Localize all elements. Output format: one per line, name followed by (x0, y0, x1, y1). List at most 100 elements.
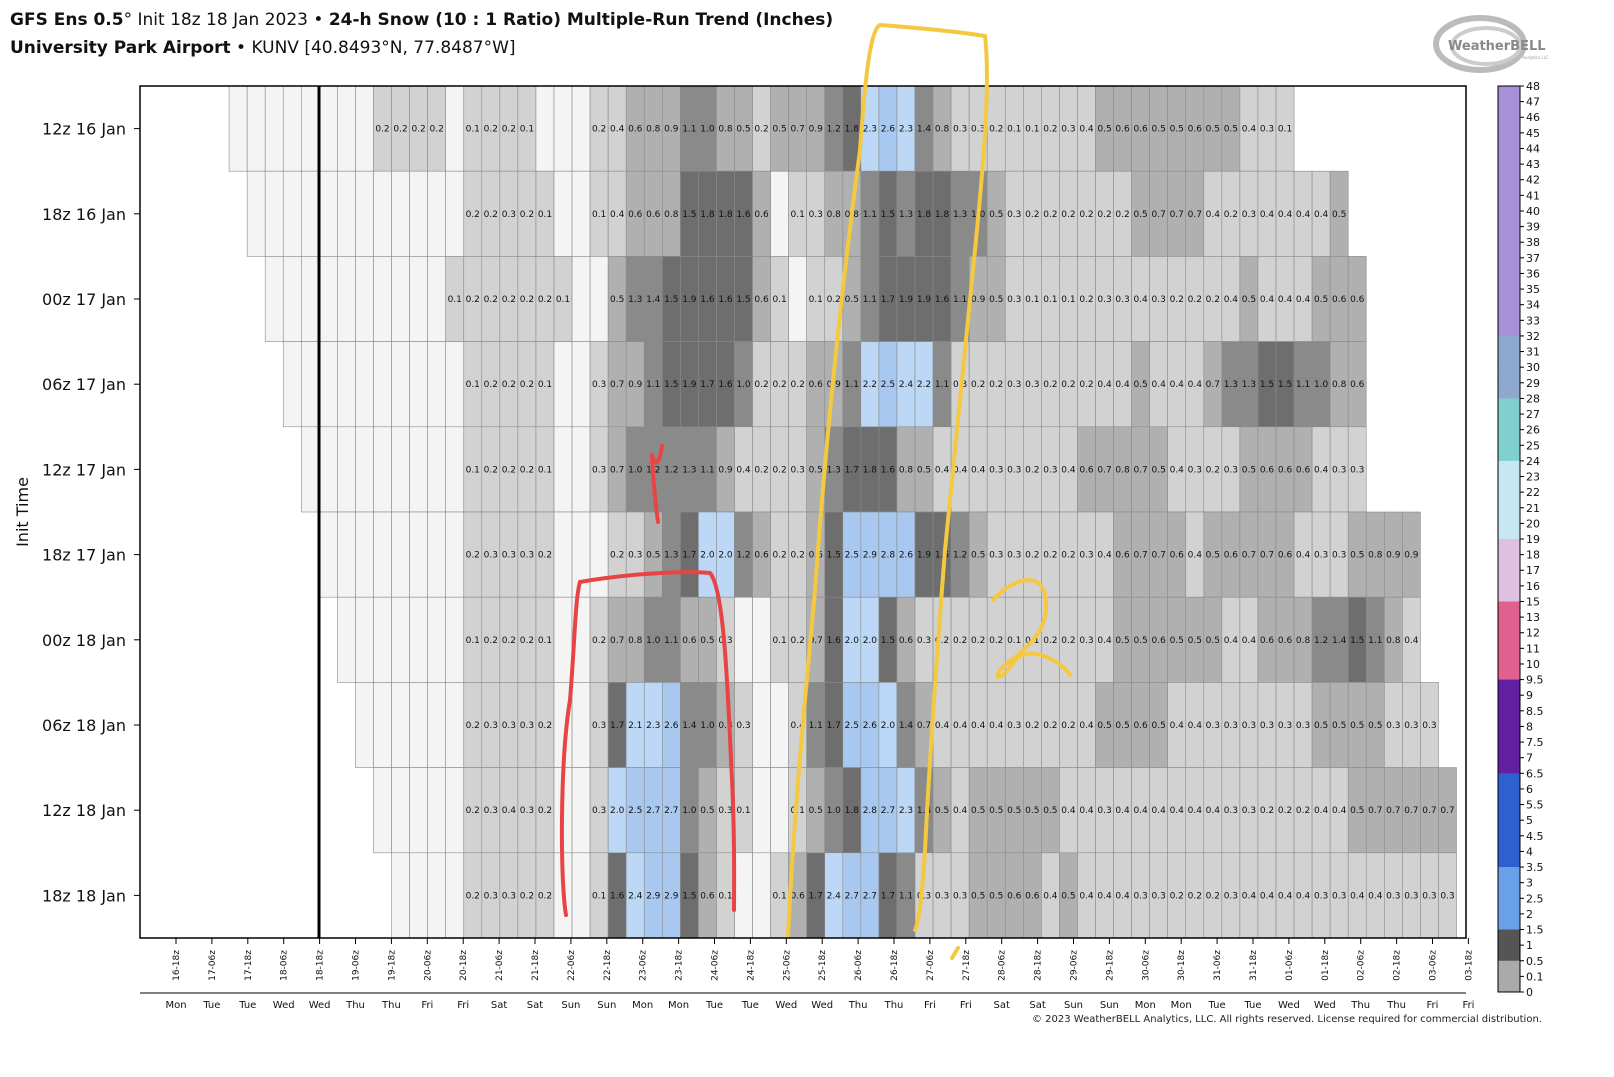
x-day-label: Sat (527, 1000, 543, 1011)
cell-value: 2.6 (881, 125, 896, 135)
colorbar-label: 9 (1526, 689, 1533, 702)
cell-value: 0.5 (700, 806, 714, 816)
cell-value: 0.4 (1278, 210, 1293, 220)
x-tick-label: 27-06z (926, 950, 936, 981)
cell-value: 0.4 (1097, 636, 1112, 646)
cell-value: 0.4 (1115, 891, 1130, 901)
heatmap-cell (300, 85, 320, 172)
x-day-label: Mon (668, 1000, 689, 1011)
cell-value: 0.3 (1278, 721, 1292, 731)
x-tick-label: 30-18z (1177, 950, 1187, 981)
cell-value: 0.1 (538, 380, 552, 390)
x-tick-label: 29-06z (1070, 950, 1080, 981)
cell-value: 0.2 (971, 380, 985, 390)
colorbar-label: 7 (1526, 752, 1533, 765)
colorbar-label: 46 (1526, 111, 1540, 124)
cell-value: 0.2 (520, 210, 534, 220)
cell-value: 0.3 (791, 465, 805, 475)
colorbar-label: 8 (1526, 720, 1533, 733)
cell-value: 1.0 (646, 636, 661, 646)
cell-value: 1.1 (935, 380, 949, 390)
cell-value: 0.4 (1115, 380, 1130, 390)
heatmap-cell (282, 170, 302, 257)
colorbar-label: 24 (1526, 455, 1540, 468)
cell-value: 0.4 (1242, 125, 1257, 135)
cell-value: 1.9 (917, 295, 932, 305)
cell-value: 1.2 (1314, 636, 1328, 646)
row-labels: 12z 16 Jan 18z 16 Jan 00z 17 Jan 06z 17 Jan… (42, 120, 140, 905)
heatmap-cell (373, 170, 392, 257)
x-tick-label: 22-18z (603, 950, 613, 981)
cell-value: 0.5 (1043, 806, 1057, 816)
cell-value: 0.3 (1079, 636, 1093, 646)
cell-value: 0.4 (1188, 551, 1203, 561)
x-tick-label: 30-06z (1141, 950, 1151, 981)
cell-value: 1.4 (899, 721, 914, 731)
cell-value: 0.7 (1260, 551, 1274, 561)
cell-value: 1.5 (736, 295, 750, 305)
cell-value: 0.5 (1242, 465, 1256, 475)
cell-value: 0.2 (538, 806, 552, 816)
heatmap-cell (391, 341, 410, 428)
cell-value: 2.3 (863, 125, 877, 135)
cell-value: 2.8 (863, 806, 878, 816)
cell-value: 0.7 (1170, 210, 1184, 220)
row-label: 18z 18 Jan (42, 886, 126, 905)
cell-value: 0.4 (1152, 806, 1167, 816)
heatmap-cell (264, 85, 284, 172)
cell-value: 1.4 (682, 721, 697, 731)
x-day-label: Fri (457, 1000, 469, 1011)
heatmap-cell (355, 596, 374, 683)
cell-value: 0.2 (538, 551, 552, 561)
heatmap-cell (355, 170, 374, 257)
cell-value: 0.2 (754, 380, 768, 390)
colorbar-label: 25 (1526, 439, 1540, 452)
x-day-label: Tue (1208, 1000, 1226, 1011)
cell-value: 0.1 (466, 125, 480, 135)
cell-value: 0.5 (610, 295, 624, 305)
cell-value: 0.2 (430, 125, 444, 135)
x-day-label: Sat (1029, 1000, 1045, 1011)
colorbar-label: 6 (1526, 783, 1533, 796)
x-tick-label: 18-18z (316, 950, 326, 981)
x-day-label: Mon (165, 1000, 186, 1011)
cell-value: 0.4 (1296, 210, 1311, 220)
cell-value: 0.2 (1115, 210, 1129, 220)
x-tick-label: 28-18z (1034, 950, 1044, 981)
cell-value: 0.9 (718, 465, 733, 475)
cell-value: 0.1 (592, 891, 606, 901)
x-tick-label: 03-06z (1429, 950, 1439, 981)
cell-value: 1.7 (881, 891, 895, 901)
cell-value: 0.2 (502, 295, 516, 305)
cell-value: 1.1 (682, 125, 696, 135)
cell-value: 0.4 (1260, 295, 1275, 305)
cell-value: 0.2 (1296, 806, 1310, 816)
heatmap-cell (355, 341, 374, 428)
cell-value: 1.7 (610, 721, 624, 731)
cell-value: 0.2 (520, 636, 534, 646)
annotations (559, 22, 1072, 960)
cell-value: 0.5 (1332, 721, 1346, 731)
cell-value: 0.3 (917, 891, 931, 901)
cell-value: 1.1 (664, 636, 678, 646)
cell-value: 0.6 (628, 125, 643, 135)
cell-value: 0.3 (1422, 891, 1436, 901)
cell-value: 0.3 (917, 636, 931, 646)
heatmap-cell (355, 426, 374, 513)
heatmap-cell (300, 256, 320, 342)
cell-value: 1.0 (700, 125, 715, 135)
cell-value: 0.6 (754, 295, 769, 305)
cell-value: 0.6 (1170, 551, 1185, 561)
heatmap-cell (445, 426, 465, 513)
y-axis-label: Init Time (13, 477, 32, 547)
colorbar-label: 36 (1526, 267, 1540, 280)
cell-value: 2.7 (881, 806, 895, 816)
cell-value: 0.3 (502, 721, 516, 731)
colorbar-label: 5.5 (1526, 799, 1544, 812)
cell-value: 1.3 (628, 295, 642, 305)
cell-value: 0.5 (1206, 636, 1220, 646)
cell-value: 1.5 (664, 380, 678, 390)
colorbar-label: 12 (1526, 627, 1540, 640)
cell-value: 0.6 (1188, 125, 1203, 135)
cell-value: 0.9 (971, 295, 986, 305)
